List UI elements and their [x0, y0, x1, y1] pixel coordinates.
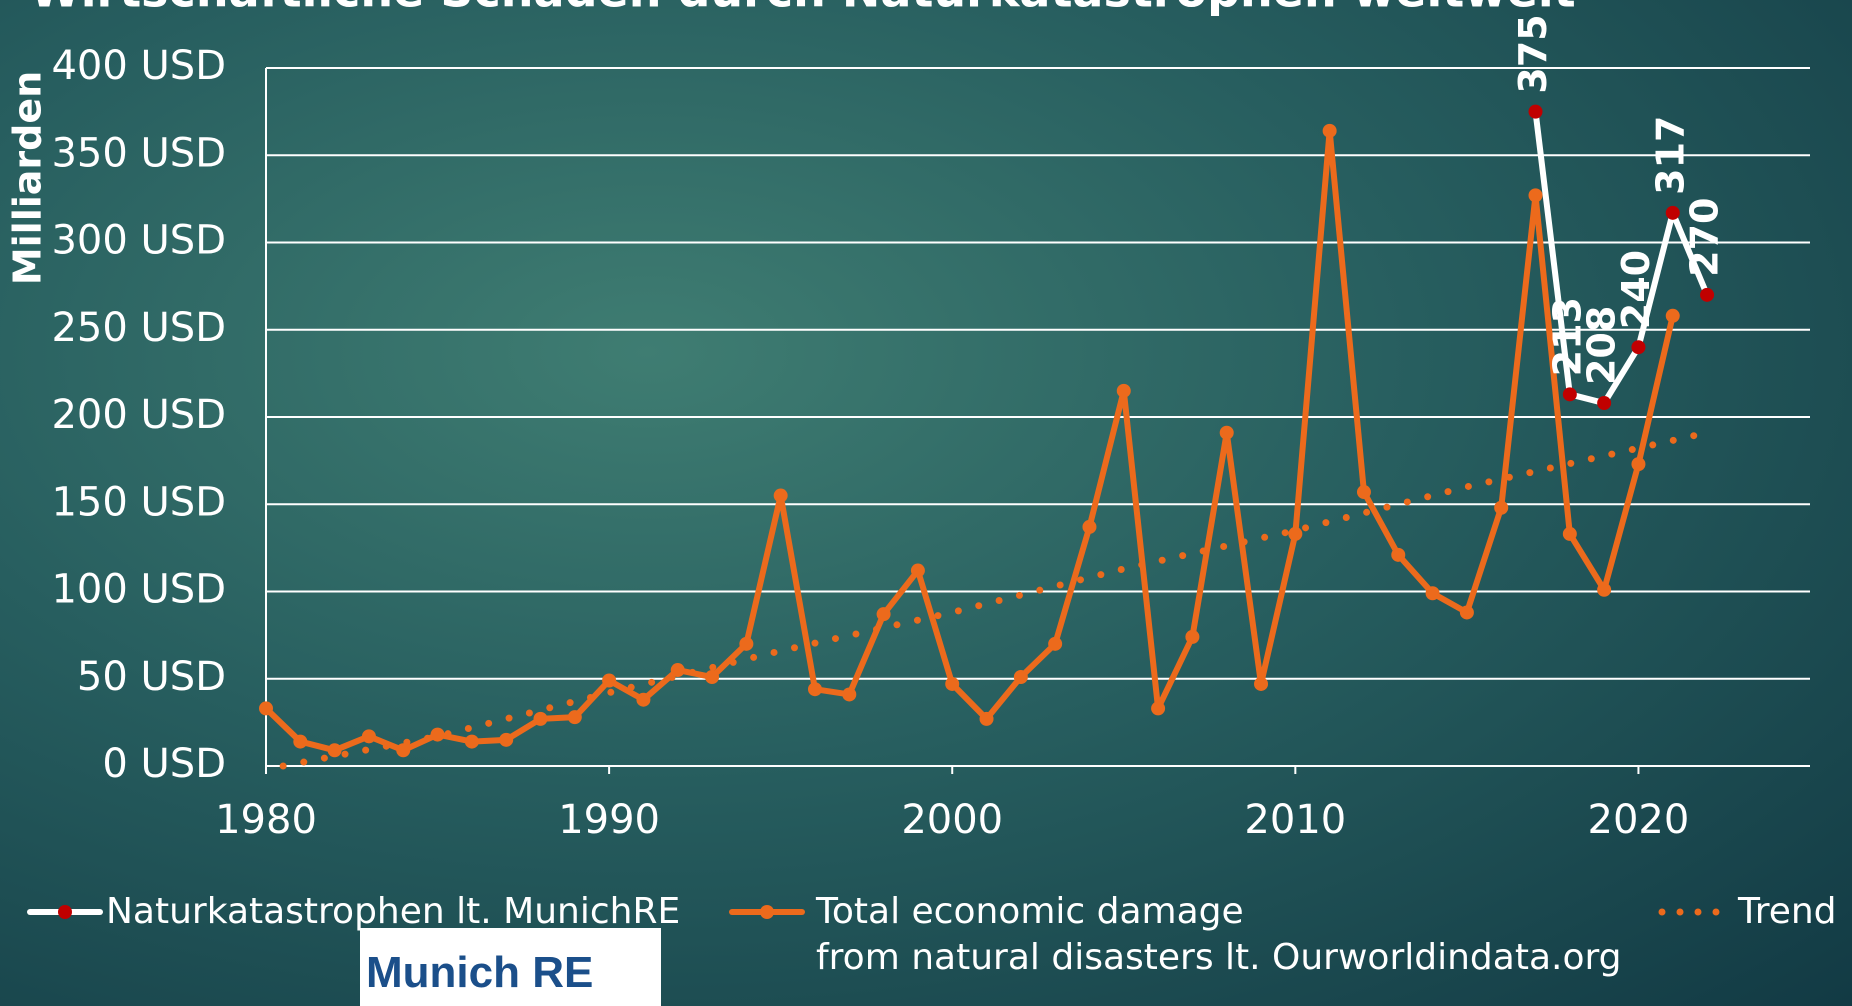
- data-point: [430, 727, 445, 742]
- data-point: [1528, 104, 1543, 119]
- trend-line: [279, 429, 1711, 770]
- data-point: [1597, 582, 1612, 597]
- legend-entry: Naturkatastrophen lt. MunichRE: [106, 891, 681, 932]
- y-tick-label: 100 USD: [51, 567, 226, 613]
- data-label: 208: [1580, 306, 1624, 385]
- data-point: [1631, 340, 1646, 355]
- data-point: [1356, 485, 1371, 500]
- data-label: 240: [1614, 250, 1658, 329]
- data-point: [1562, 387, 1577, 402]
- data-point: [876, 607, 891, 622]
- data-point: [1288, 526, 1303, 541]
- data-point: [259, 701, 273, 716]
- data-point: [1322, 123, 1337, 138]
- data-point: [1425, 586, 1440, 601]
- y-tick-label: 400 USD: [51, 43, 226, 89]
- legend-marker: [58, 905, 72, 919]
- data-point: [1665, 308, 1680, 323]
- x-tick-label: 2000: [901, 797, 1003, 843]
- chart-title: Wirtschaftliche Schäden durch Naturkatas…: [30, 0, 1576, 18]
- series-line: [263, 127, 1676, 754]
- y-tick-label: 50 USD: [77, 654, 226, 700]
- y-tick-label: 300 USD: [51, 218, 226, 264]
- data-point: [396, 743, 411, 758]
- x-tick-label: 1980: [215, 797, 317, 843]
- data-point: [1459, 605, 1474, 620]
- legend-marker: [760, 905, 774, 919]
- data-point: [1013, 670, 1028, 685]
- logo: Munich RE: [360, 928, 661, 1006]
- data-point: [293, 734, 308, 749]
- data-point: [1116, 383, 1131, 398]
- data-point: [533, 711, 548, 726]
- y-tick-label: 350 USD: [51, 130, 226, 176]
- data-point: [1048, 636, 1063, 651]
- data-point: [361, 729, 376, 744]
- y-tick-label: 150 USD: [51, 479, 226, 525]
- y-tick-label: 200 USD: [51, 392, 226, 438]
- data-label: 317: [1648, 116, 1692, 195]
- data-point: [327, 743, 342, 758]
- data-point: [1528, 188, 1543, 203]
- data-label: 375: [1511, 14, 1555, 93]
- data-point: [1082, 519, 1097, 534]
- data-point: [464, 734, 479, 749]
- series-line: [1532, 108, 1711, 407]
- data-point: [979, 711, 994, 726]
- data-point: [636, 692, 651, 707]
- data-label: 270: [1683, 198, 1727, 277]
- data-point: [1597, 396, 1612, 411]
- x-tick-label: 1990: [558, 797, 660, 843]
- data-point: [1562, 526, 1577, 541]
- data-point: [499, 732, 514, 747]
- data-label: 213: [1545, 297, 1589, 376]
- data-point: [807, 682, 822, 697]
- data-point: [1700, 287, 1715, 302]
- x-tick-label: 2020: [1588, 797, 1690, 843]
- data-point: [773, 488, 788, 503]
- data-point: [739, 636, 754, 651]
- data-point: [1219, 425, 1234, 440]
- data-point: [670, 663, 685, 678]
- y-tick-label: 250 USD: [51, 305, 226, 351]
- data-point: [910, 563, 925, 578]
- data-point: [1665, 205, 1680, 220]
- data-point: [842, 687, 857, 702]
- data-point: [1151, 701, 1166, 716]
- data-point: [1631, 457, 1646, 472]
- data-point: [602, 673, 617, 688]
- x-tick-label: 2010: [1244, 797, 1346, 843]
- data-point: [1391, 547, 1406, 562]
- data-point: [1185, 629, 1200, 644]
- data-point: [1254, 676, 1269, 691]
- data-point: [1494, 500, 1509, 515]
- y-axis-label: Milliarden: [6, 71, 50, 285]
- legend-entry: Trend: [1738, 891, 1837, 932]
- data-point: [567, 710, 582, 725]
- data-point: [945, 676, 960, 691]
- legend-entry: Total economic damage from natural disas…: [816, 891, 1622, 978]
- data-point: [705, 670, 720, 685]
- y-tick-label: 0 USD: [102, 741, 226, 787]
